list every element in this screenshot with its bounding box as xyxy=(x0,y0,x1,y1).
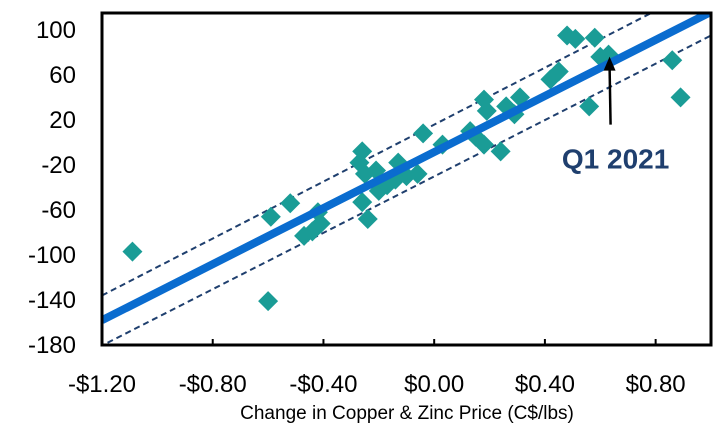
data-point xyxy=(413,123,434,144)
data-point xyxy=(352,192,373,213)
data-point xyxy=(280,193,301,214)
data-point xyxy=(579,96,600,117)
x-tick-label: -$1.20 xyxy=(68,371,136,398)
data-point xyxy=(490,141,511,162)
data-point xyxy=(258,291,279,312)
y-tick-label: -100 xyxy=(28,242,76,269)
x-axis-ticks: -$1.20 -$0.80 -$0.40 $0.00 $0.40 $0.80 xyxy=(68,339,686,398)
confidence-band-line xyxy=(107,34,711,344)
data-point xyxy=(260,206,281,227)
y-tick-label: -60 xyxy=(41,197,76,224)
y-axis-ticks: 100 60 20 -20 -60 -100 -140 -180 xyxy=(28,17,76,359)
x-tick-label: $0.80 xyxy=(626,371,686,398)
data-point xyxy=(548,61,569,82)
y-tick-label: 20 xyxy=(49,107,76,134)
y-tick-label: 60 xyxy=(49,62,76,89)
data-point xyxy=(565,28,586,49)
x-tick-label: -$0.80 xyxy=(179,371,247,398)
annotation-arrow xyxy=(608,66,612,125)
data-point xyxy=(476,100,497,121)
data-point xyxy=(310,213,331,234)
annotation-group: Q1 2021 xyxy=(562,56,669,175)
data-point xyxy=(407,163,428,184)
data-point xyxy=(584,27,605,48)
x-axis-label: Change in Copper & Zinc Price (C$/lbs) xyxy=(240,403,574,424)
x-tick-label: $0.40 xyxy=(515,371,575,398)
data-point xyxy=(357,208,378,229)
annotation-arrowhead xyxy=(603,56,616,71)
annotation-label: Q1 2021 xyxy=(562,144,669,175)
y-tick-label: 100 xyxy=(36,17,76,44)
x-tick-label: -$0.40 xyxy=(289,371,357,398)
y-tick-label: -180 xyxy=(28,332,76,359)
confidence-band-line xyxy=(102,13,654,297)
data-point xyxy=(670,87,691,108)
data-point xyxy=(122,241,143,262)
x-tick-label: $0.00 xyxy=(404,371,464,398)
y-tick-label: -20 xyxy=(41,152,76,179)
plot-frame xyxy=(100,11,713,347)
y-tick-label: -140 xyxy=(28,287,76,314)
data-point xyxy=(662,50,683,71)
data-point xyxy=(474,134,495,155)
